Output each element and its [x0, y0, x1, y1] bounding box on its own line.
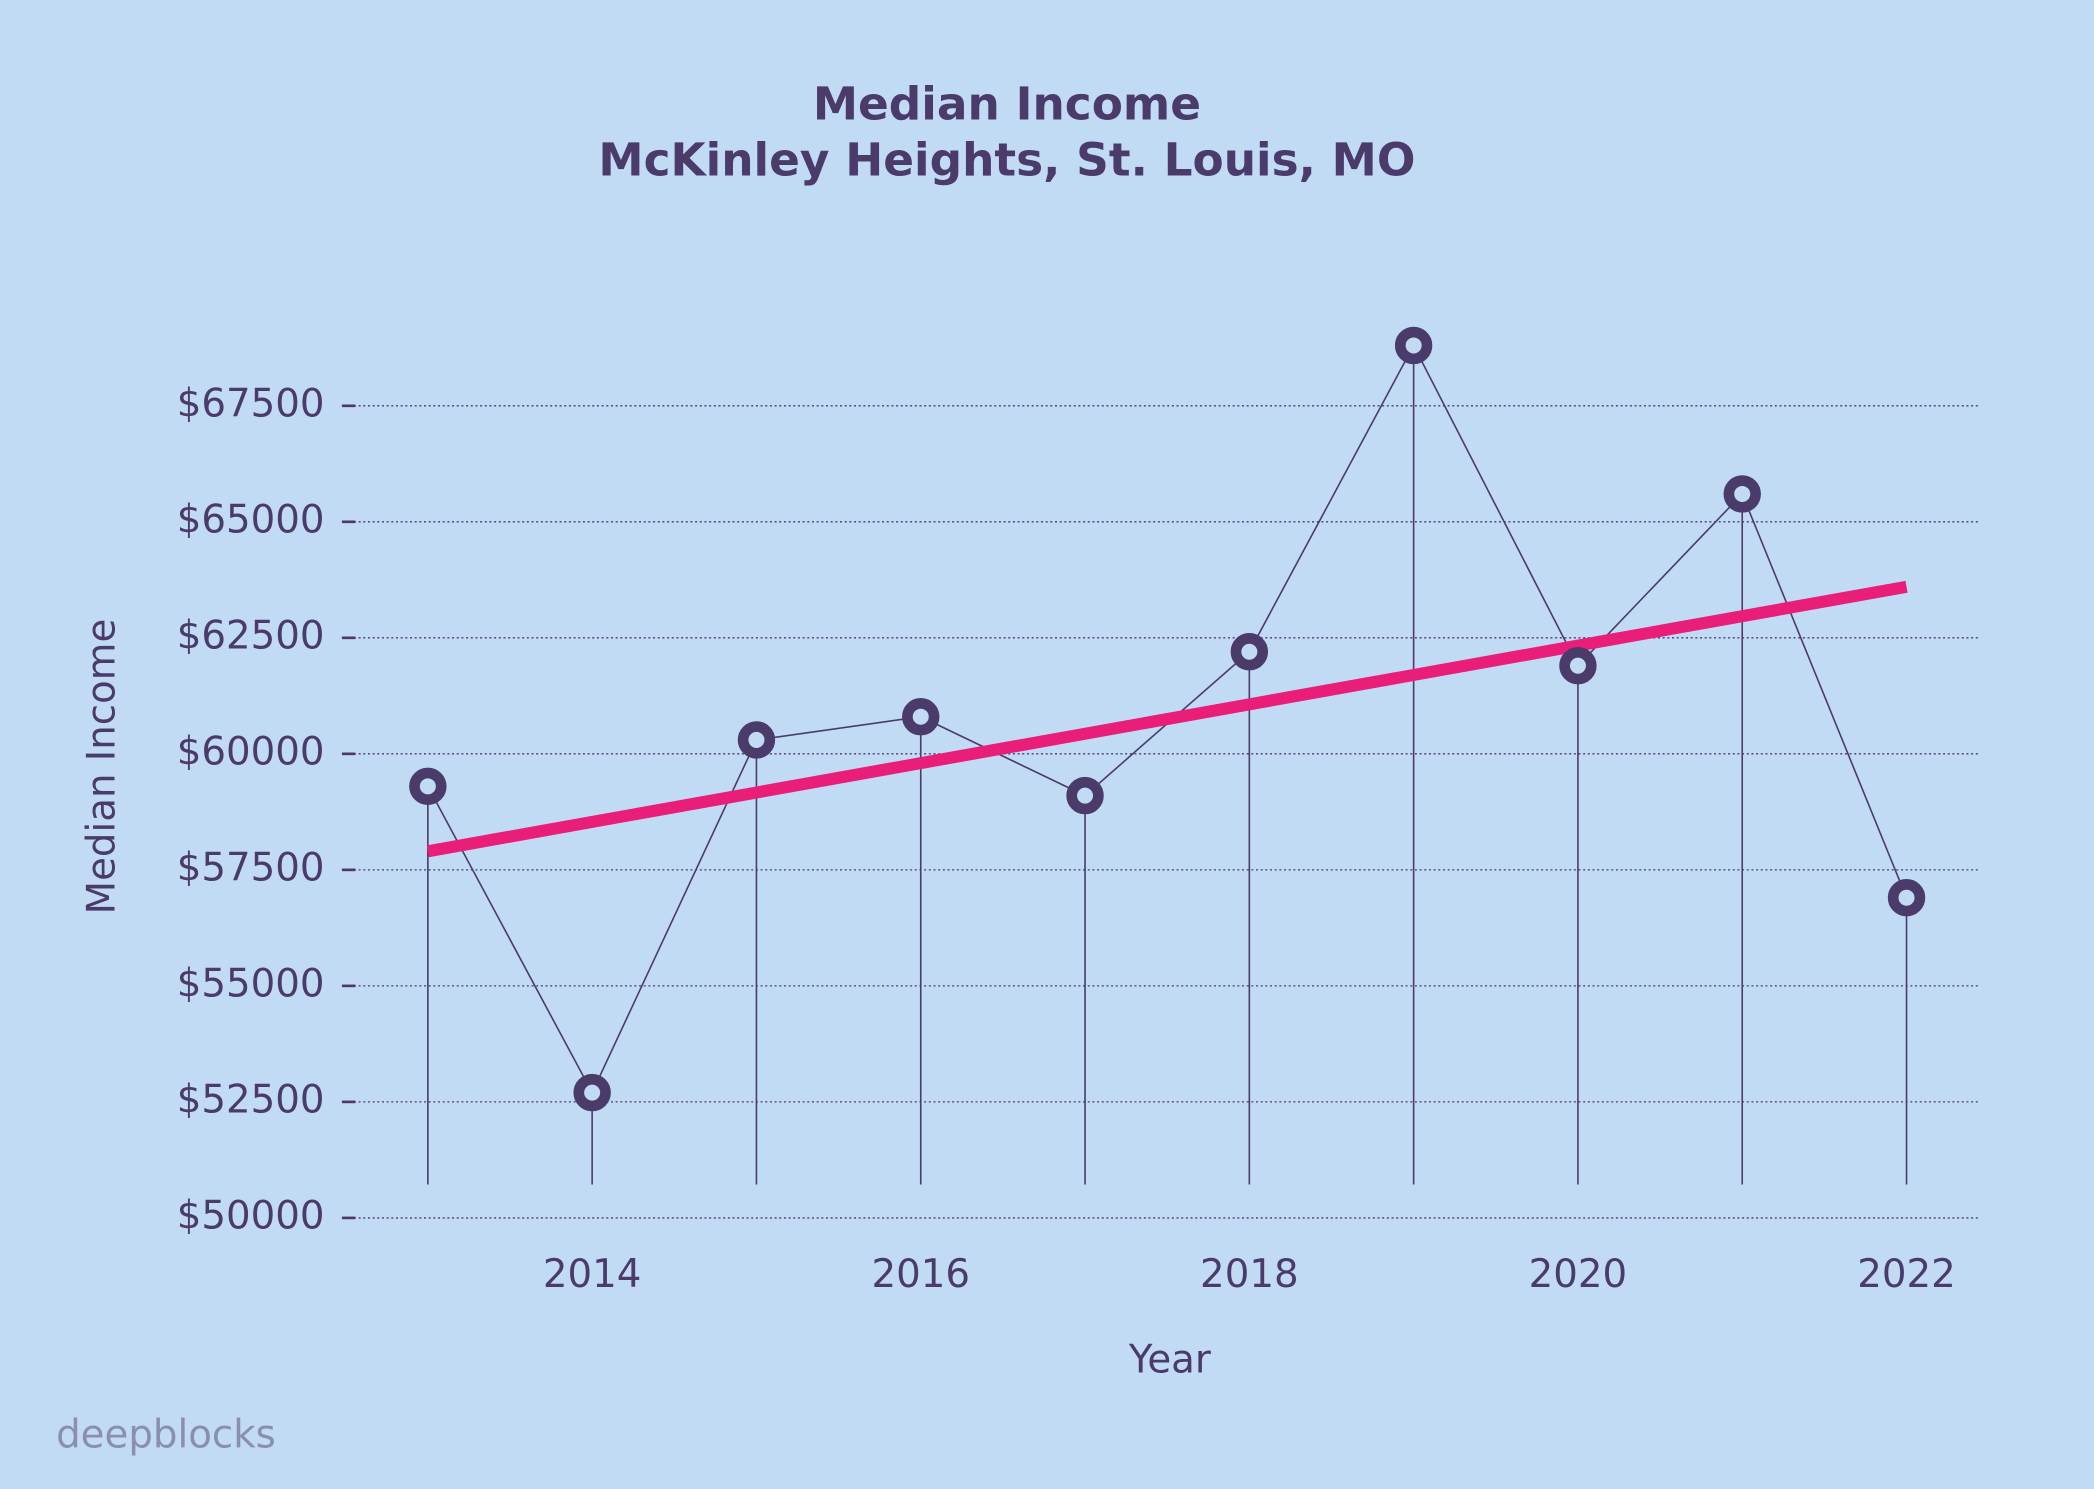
data-point: [1887, 879, 1926, 917]
x-tick-label: 2014: [543, 1252, 642, 1297]
y-tick-label: $60000: [177, 729, 325, 774]
x-tick-label: 2016: [871, 1252, 970, 1297]
y-tick-label: $65000: [177, 497, 325, 542]
data-point: [1723, 475, 1761, 513]
data-point: [1230, 633, 1269, 671]
y-tick-label: $57500: [177, 845, 325, 890]
chart-title: Median Income: [813, 77, 1201, 130]
y-tick-label: $50000: [177, 1193, 325, 1238]
data-point: [737, 721, 776, 759]
y-tick-label: $52500: [177, 1077, 325, 1122]
y-tick-label: $62500: [177, 613, 325, 658]
data-point: [1559, 646, 1597, 685]
chart-subtitle: McKinley Heights, St. Louis, MO: [598, 133, 1415, 186]
data-point: [1066, 776, 1104, 815]
data-point: [1394, 326, 1433, 365]
x-axis-label: Year: [1128, 1338, 1211, 1383]
data-point: [902, 698, 940, 736]
y-tick-label: $55000: [177, 961, 325, 1006]
watermark: deepblocks: [56, 1412, 276, 1457]
y-axis-label: Median Income: [80, 619, 125, 915]
y-tick-label: $67500: [177, 381, 325, 426]
data-point: [409, 767, 447, 806]
x-tick-label: 2020: [1529, 1252, 1628, 1297]
x-tick-label: 2018: [1200, 1252, 1299, 1297]
data-point: [573, 1073, 611, 1112]
trend-line: [426, 580, 1908, 858]
x-tick-label: 2022: [1857, 1252, 1956, 1297]
